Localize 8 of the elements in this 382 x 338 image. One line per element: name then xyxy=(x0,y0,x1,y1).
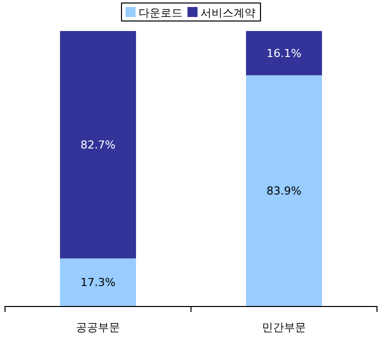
legend-label: 다운로드 xyxy=(138,6,182,20)
data-label: 83.9% xyxy=(266,184,302,198)
x-tick-label: 민간부문 xyxy=(262,321,306,334)
data-label: 82.7% xyxy=(80,138,116,152)
legend-label: 서비스계약 xyxy=(200,6,256,20)
data-label: 17.3% xyxy=(80,276,116,290)
x-tick-label: 공공부문 xyxy=(76,321,120,334)
data-label: 16.1% xyxy=(266,47,302,60)
